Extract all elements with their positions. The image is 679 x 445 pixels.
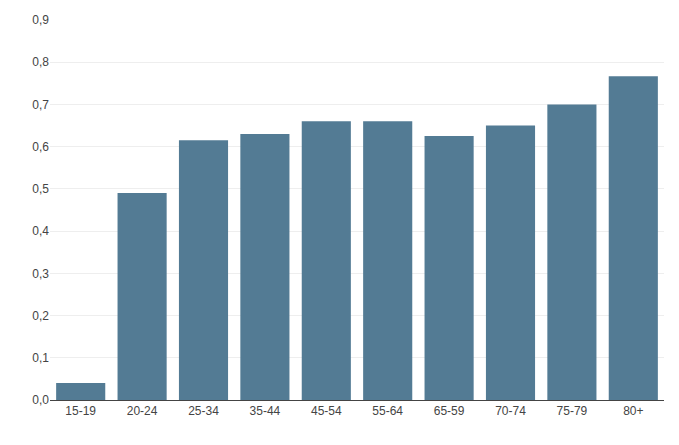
svg-text:0,3: 0,3 xyxy=(32,267,49,281)
svg-text:0,0: 0,0 xyxy=(32,393,49,407)
svg-text:0,4: 0,4 xyxy=(32,224,49,238)
svg-text:25-34: 25-34 xyxy=(188,404,219,418)
svg-text:0,2: 0,2 xyxy=(32,309,49,323)
svg-text:75-79: 75-79 xyxy=(557,404,588,418)
svg-text:35-44: 35-44 xyxy=(250,404,281,418)
svg-text:0,5: 0,5 xyxy=(32,182,49,196)
svg-text:65-59: 65-59 xyxy=(434,404,465,418)
svg-text:0,6: 0,6 xyxy=(32,140,49,154)
svg-text:0,7: 0,7 xyxy=(32,98,49,112)
svg-text:55-64: 55-64 xyxy=(372,404,403,418)
svg-text:0,8: 0,8 xyxy=(32,55,49,69)
svg-text:70-74: 70-74 xyxy=(495,404,526,418)
svg-text:80+: 80+ xyxy=(623,404,643,418)
svg-text:15-19: 15-19 xyxy=(65,404,96,418)
svg-text:45-54: 45-54 xyxy=(311,404,342,418)
svg-text:0,1: 0,1 xyxy=(32,351,49,365)
svg-text:0,9: 0,9 xyxy=(32,13,49,27)
svg-text:20-24: 20-24 xyxy=(127,404,158,418)
